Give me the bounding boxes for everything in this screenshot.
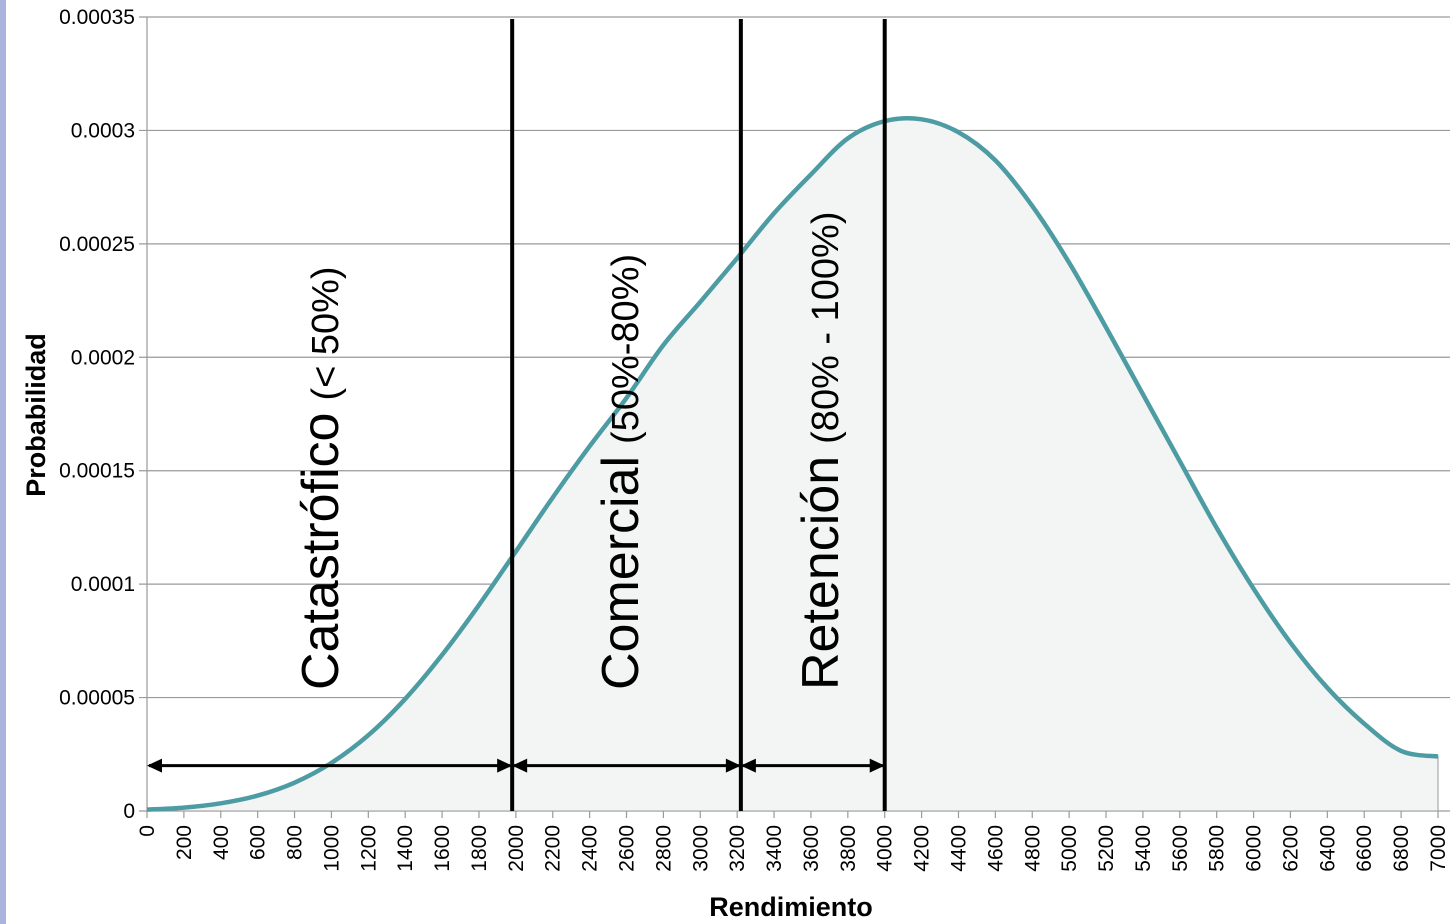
x-tick-label: 5800	[1206, 825, 1229, 872]
x-tick-label: 6800	[1390, 825, 1413, 872]
x-tick-label: 1400	[394, 825, 417, 872]
arrow-head-left	[512, 758, 528, 773]
zone-label: Catastrófico(< 50%)	[292, 266, 350, 690]
x-tick-label: 3800	[837, 825, 860, 872]
zone-boundaries	[510, 19, 887, 811]
x-tick-label: 800	[284, 825, 307, 860]
x-tick-label: 3400	[763, 825, 786, 872]
y-tick-label: 0.0001	[71, 573, 135, 596]
y-axis-title: Probabilidad	[21, 333, 51, 497]
zone-labels: Catastrófico(< 50%) Comercial(50%-80%) Ret…	[292, 212, 850, 690]
y-axis-ticks: 0 0.00005 0.0001 0.00015 0.0002 0.00025 0.0003…	[59, 6, 135, 823]
zone-label: Retención(80% - 100%)	[792, 212, 850, 690]
x-tick-label: 2200	[542, 825, 565, 872]
y-tick-label: 0.0003	[71, 119, 135, 142]
density-curve	[146, 115, 1439, 812]
x-tick-label: 4600	[984, 825, 1007, 872]
x-tick-label: 1200	[357, 825, 380, 872]
arrow-head-right	[869, 758, 885, 773]
x-tick-label: 4200	[911, 825, 934, 872]
x-tick-label: 5600	[1169, 825, 1192, 872]
x-tick-label: 600	[247, 825, 270, 860]
x-tick-label: 4000	[874, 825, 897, 872]
y-tick-label: 0	[123, 800, 135, 823]
arrow-head-left	[147, 758, 162, 773]
x-tick-label: 1000	[320, 825, 343, 872]
zone-arrows	[147, 758, 885, 773]
x-tick-label: 200	[173, 825, 196, 860]
x-tick-label: 2800	[652, 825, 675, 872]
x-tick-label: 1600	[431, 825, 454, 872]
slide-edge-stripe	[0, 0, 6, 924]
x-tick-label: 3600	[800, 825, 823, 872]
y-tick-label: 0.00025	[59, 233, 135, 256]
x-tick-label: 3200	[726, 825, 749, 872]
x-tick-label: 1800	[468, 825, 491, 872]
zone-label: Comercial(50%-80%)	[592, 254, 650, 690]
x-axis-title: Rendimiento	[709, 892, 873, 922]
x-tick-label: 2600	[616, 825, 639, 872]
x-tick-label: 6400	[1316, 825, 1339, 872]
x-tick-label: 6000	[1243, 825, 1266, 872]
x-tick-label: 5400	[1132, 825, 1155, 872]
x-tick-label: 5200	[1095, 825, 1118, 872]
x-tick-label: 0	[136, 825, 159, 837]
x-tick-label: 2400	[579, 825, 602, 872]
x-tick-label: 6200	[1279, 825, 1302, 872]
x-tick-label: 4800	[1021, 825, 1044, 872]
y-tick-label: 0.00005	[59, 687, 135, 710]
x-tick-label: 3000	[689, 825, 712, 872]
y-tick-label: 0.00015	[59, 460, 135, 483]
y-tick-label: 0.0002	[71, 346, 135, 369]
arrow-head-right	[725, 758, 741, 773]
arrow-head-right	[497, 758, 513, 773]
arrow-head-left	[740, 758, 756, 773]
x-tick-label: 7000	[1427, 825, 1450, 872]
x-tick-label: 2000	[505, 825, 528, 872]
x-tick-label: 400	[210, 825, 233, 860]
x-tick-label: 6600	[1353, 825, 1376, 872]
x-tick-label: 4400	[947, 825, 970, 872]
x-tick-label: 5000	[1058, 825, 1081, 872]
x-axis-ticks: 0 200 400 600 800 1000 1200 1400 1600 1800 2000 220…	[136, 811, 1450, 872]
y-tick-label: 0.00035	[59, 6, 135, 29]
